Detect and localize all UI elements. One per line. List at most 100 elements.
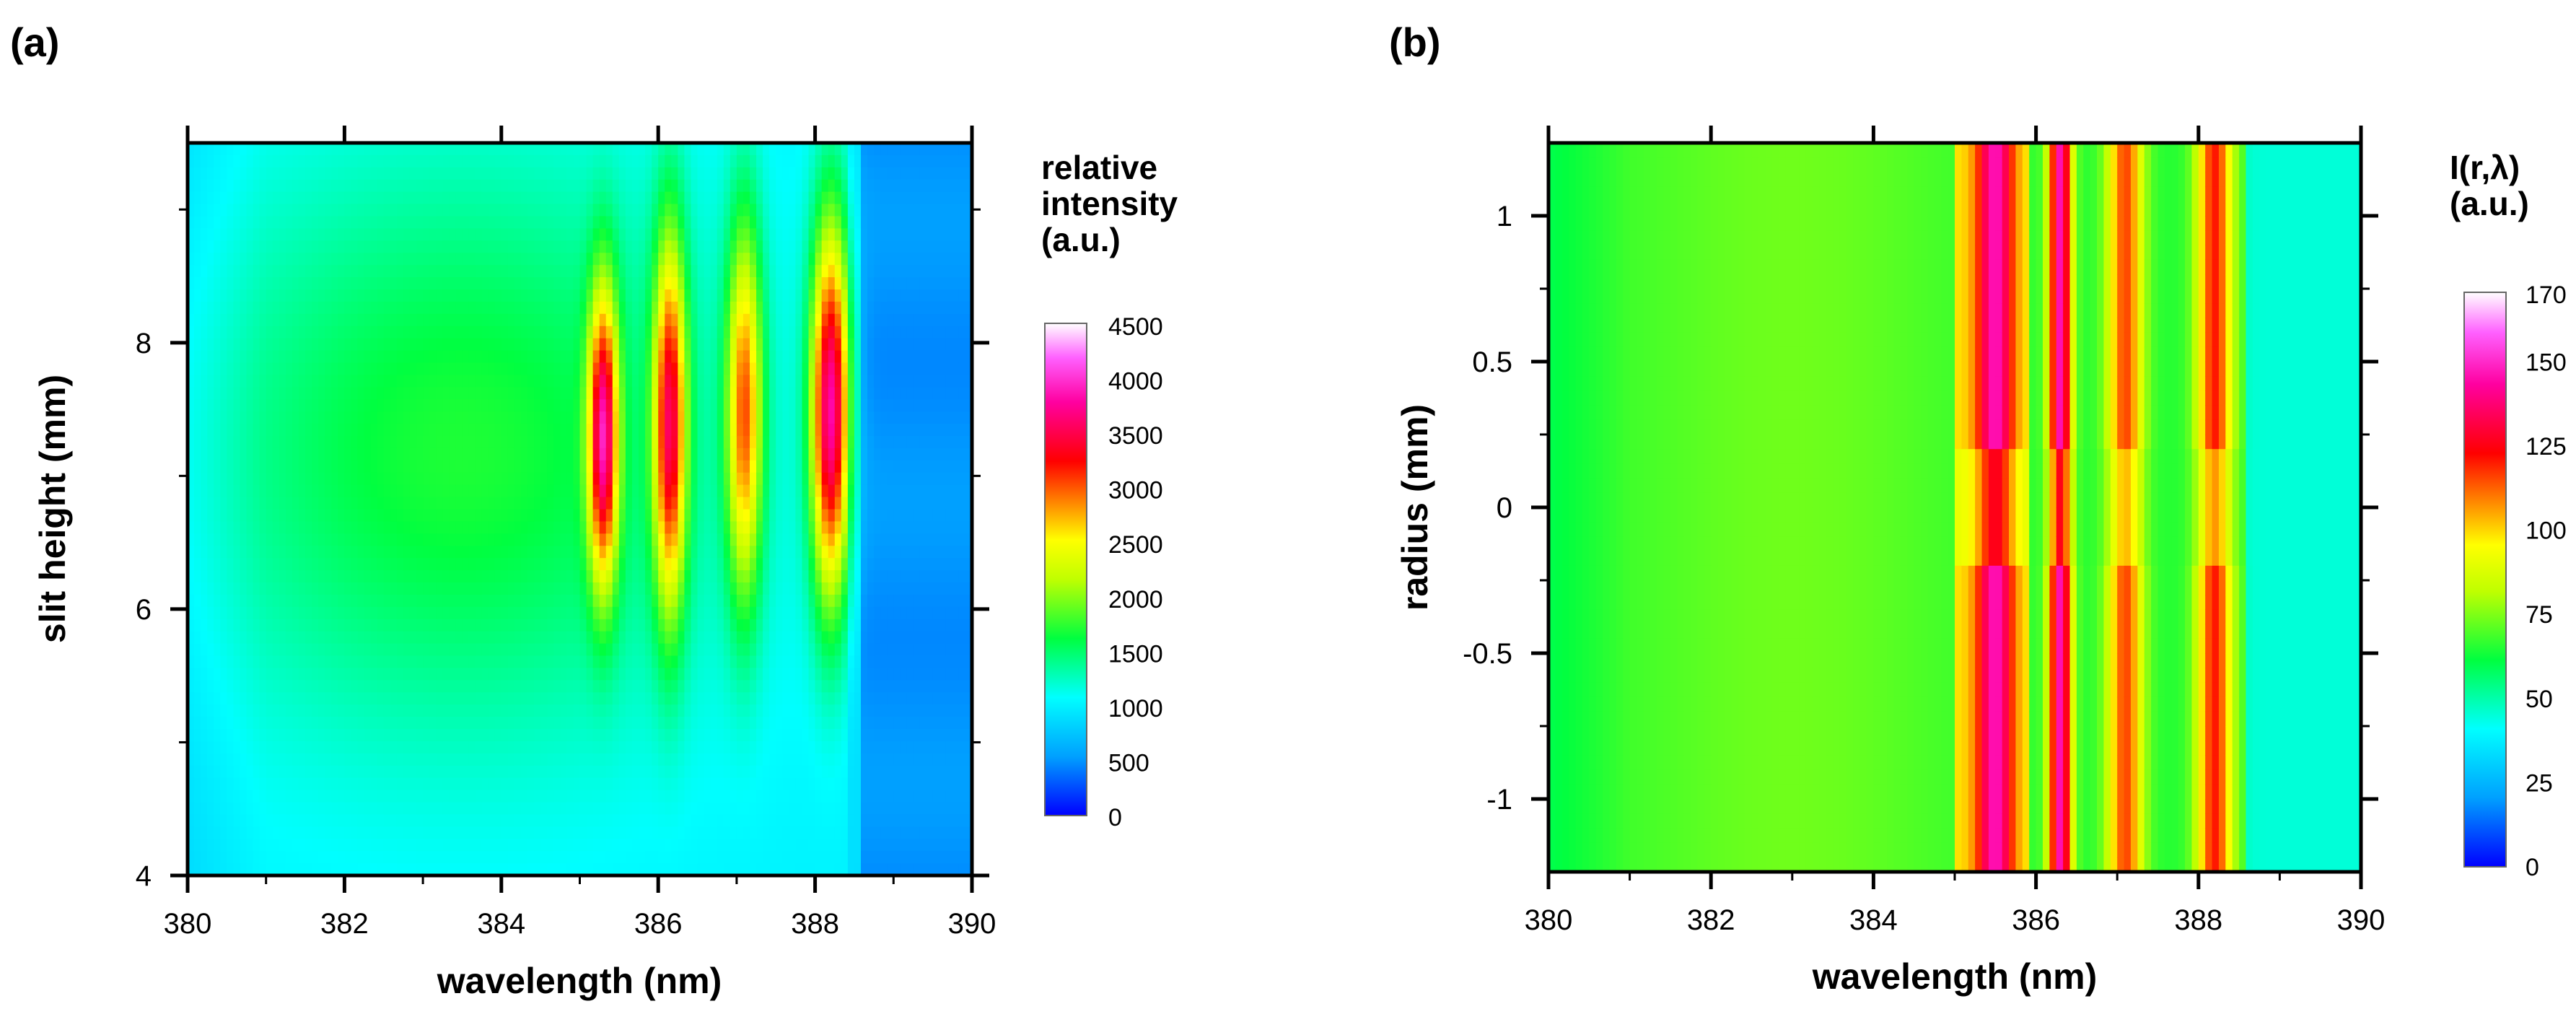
heatmap-a-cell [266, 570, 273, 583]
heatmap-a-cell [592, 680, 600, 693]
heatmap-a-cell [292, 326, 299, 339]
heatmap-a-cell [416, 362, 424, 376]
heatmap-a-cell [691, 619, 698, 632]
heatmap-a-cell [547, 765, 554, 779]
heatmap-a-cell [717, 497, 724, 510]
heatmap-a-cell [507, 533, 515, 546]
heatmap-a-cell [403, 460, 411, 473]
heatmap-a-cell [285, 826, 293, 839]
heatmap-a-cell [586, 570, 594, 583]
heatmap-a-cell [547, 729, 554, 742]
heatmap-a-cell [612, 668, 620, 681]
heatmap-a-cell [723, 350, 731, 364]
heatmap-a-cell [652, 509, 659, 523]
heatmap-a-cell [534, 424, 541, 437]
heatmap-a-cell [527, 460, 535, 473]
heatmap-a-cell [560, 484, 567, 498]
heatmap-a-cell [416, 582, 424, 595]
heatmap-a-cell [442, 350, 450, 364]
heatmap-a-cell [370, 765, 378, 779]
heatmap-a-cell [723, 594, 731, 608]
heatmap-a-cell [501, 436, 509, 449]
heatmap-a-cell [292, 704, 299, 717]
heatmap-a-cell [540, 680, 548, 693]
heatmap-a-cell [423, 570, 430, 583]
heatmap-a-cell [592, 240, 600, 253]
heatmap-a-cell [325, 570, 332, 583]
heatmap-a-cell [364, 839, 372, 852]
heatmap-a-cell [501, 399, 509, 412]
heatmap-a-cell [240, 204, 247, 217]
heatmap-a-cell [344, 826, 352, 839]
heatmap-a-cell [586, 790, 594, 803]
heatmap-a-cell [188, 643, 195, 657]
heatmap-a-cell [364, 277, 372, 290]
heatmap-a-cell [717, 717, 724, 730]
heatmap-a-cell [442, 313, 450, 327]
heatmap-a-cell [618, 680, 626, 693]
heatmap-a-cell [494, 753, 502, 766]
heatmap-a-cell [723, 533, 731, 546]
heatmap-a-cell [631, 802, 639, 816]
heatmap-a-cell [631, 240, 639, 253]
heatmap-a-cell [618, 533, 626, 546]
heatmap-a-cell [645, 424, 652, 437]
heatmap-a-cell [403, 777, 411, 791]
heatmap-a-cell [520, 729, 528, 742]
heatmap-a-cell [612, 313, 620, 327]
heatmap-a-cell [403, 447, 411, 461]
heatmap-a-cell [214, 546, 221, 559]
heatmap-a-cell [409, 154, 417, 168]
heatmap-a-cell [501, 143, 509, 156]
heatmap-a-cell [240, 765, 247, 779]
heatmap-a-cell [658, 802, 665, 816]
heatmap-a-cell [377, 167, 385, 180]
heatmap-a-cell [573, 253, 581, 266]
heatmap-a-cell [605, 154, 613, 168]
heatmap-a-cell [507, 509, 515, 523]
heatmap-a-cell [631, 717, 639, 730]
heatmap-a-cell [723, 387, 731, 400]
heatmap-a-cell [704, 558, 711, 571]
heatmap-a-cell [481, 851, 489, 864]
heatmap-a-cell [318, 521, 325, 534]
heatmap-a-cell [652, 606, 659, 620]
heatmap-a-cell [652, 362, 659, 376]
heatmap-a-cell [475, 826, 483, 839]
heatmap-a-cell [423, 277, 430, 290]
heatmap-a-cell [704, 154, 711, 168]
heatmap-a-cell [207, 387, 214, 400]
heatmap-a-cell [697, 362, 705, 376]
heatmap-a-cell [259, 558, 267, 571]
heatmap-a-cell [730, 154, 737, 168]
heatmap-a-cell [312, 655, 319, 669]
heatmap-a-cell [658, 338, 665, 351]
heatmap-a-cell [534, 460, 541, 473]
heatmap-a-cell [253, 338, 260, 351]
heatmap-a-cell [423, 826, 430, 839]
heatmap-a-cell [573, 265, 581, 278]
heatmap-a-cell [344, 863, 352, 876]
heatmap-a-cell [357, 289, 365, 302]
heatmap-a-cell [344, 765, 352, 779]
heatmap-a-cell [723, 265, 731, 278]
heatmap-a-cell [240, 790, 247, 803]
heatmap-a-cell [214, 521, 221, 534]
heatmap-a-cell [325, 729, 332, 742]
heatmap-a-cell [370, 154, 378, 168]
heatmap-a-cell [534, 668, 541, 681]
heatmap-a-cell [462, 497, 470, 510]
heatmap-a-cell [370, 228, 378, 241]
heatmap-a-cell [631, 655, 639, 669]
heatmap-a-cell [488, 802, 496, 816]
heatmap-a-cell [357, 814, 365, 827]
heatmap-a-cell [357, 447, 365, 461]
heatmap-a-cell [684, 594, 692, 608]
heatmap-a-cell [292, 204, 299, 217]
heatmap-a-cell [678, 717, 685, 730]
heatmap-a-cell [618, 814, 626, 827]
heatmap-a-cell [618, 240, 626, 253]
heatmap-a-cell [383, 790, 391, 803]
heatmap-a-cell [520, 814, 528, 827]
heatmap-a-cell [403, 411, 411, 424]
